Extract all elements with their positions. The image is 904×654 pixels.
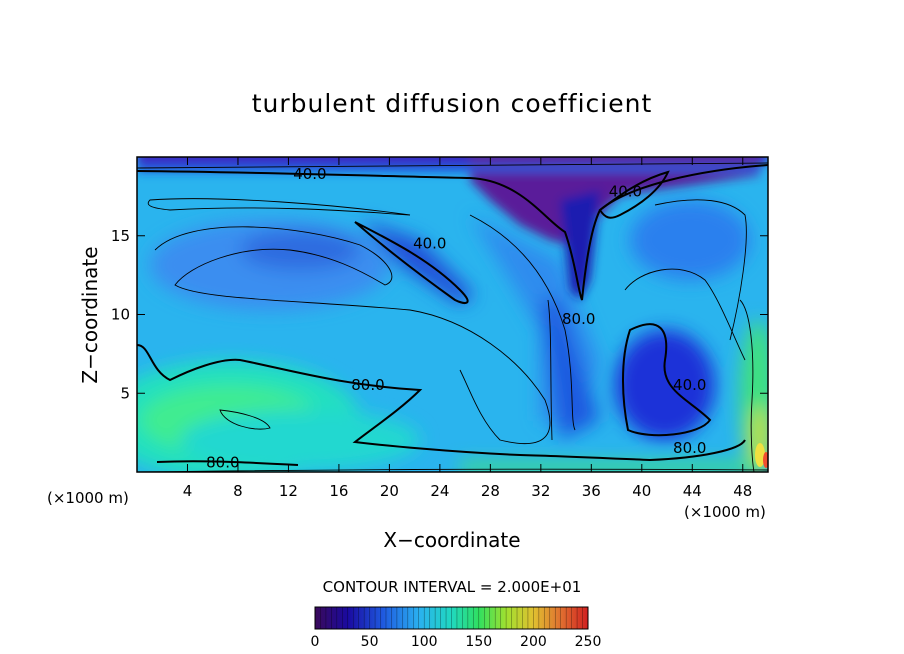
contour-interval-label: CONTOUR INTERVAL = 2.000E+01 — [323, 578, 582, 596]
x-tick-label: 8 — [233, 482, 243, 500]
x-tick-label: 40 — [632, 482, 651, 500]
colorbar-stripes — [320, 607, 583, 629]
contour-label: 80.0 — [562, 310, 595, 328]
contour-lines — [137, 162, 768, 472]
colorbar-ticks: 0 50 100 150 200 250 — [311, 634, 602, 650]
contour-label: 80.0 — [673, 439, 706, 457]
heatmap-field — [137, 157, 768, 472]
x-tick-label: 32 — [531, 482, 550, 500]
y-tick-label: 15 — [111, 227, 130, 245]
colorbar-tick-label: 100 — [411, 634, 438, 650]
chart-title: turbulent diffusion coefficient — [252, 89, 653, 118]
x-tick-label: 20 — [380, 482, 399, 500]
colorbar-tick-label: 250 — [575, 634, 602, 650]
x-tick-label: 36 — [582, 482, 601, 500]
x-tick-label: 48 — [733, 482, 752, 500]
x-tick-label: 16 — [329, 482, 348, 500]
x-tick-label: 24 — [430, 482, 449, 500]
colorbar-tick-label: 0 — [311, 634, 320, 650]
y-tick-label: 10 — [111, 306, 130, 324]
contour-label: 40.0 — [293, 165, 326, 183]
contour-labels: 40.0 40.0 40.0 80.0 40.0 80.0 80.0 80.0 — [206, 165, 706, 471]
contour-label: 80.0 — [206, 453, 239, 471]
y-axis-title: Z−coordinate — [78, 246, 102, 383]
y-tick-label: 5 — [120, 384, 130, 402]
x-unit-label: (×1000 m) — [684, 503, 766, 521]
colorbar-tick-label: 200 — [520, 634, 547, 650]
x-axis-title: X−coordinate — [383, 528, 520, 552]
contour-label: 40.0 — [673, 376, 706, 394]
x-axis: 4 8 12 16 20 24 28 32 36 40 44 48 — [183, 157, 752, 500]
contour-label: 40.0 — [413, 234, 446, 252]
z-unit-label: (×1000 m) — [47, 489, 129, 507]
x-tick-label: 28 — [481, 482, 500, 500]
colorbar-tick-label: 150 — [465, 634, 492, 650]
x-tick-label: 4 — [183, 482, 193, 500]
x-tick-label: 44 — [683, 482, 702, 500]
contour-label: 40.0 — [609, 182, 642, 200]
colorbar-tick-label: 50 — [361, 634, 379, 650]
y-axis: 5 10 15 — [111, 227, 768, 402]
x-tick-label: 12 — [279, 482, 298, 500]
contour-label: 80.0 — [351, 376, 384, 394]
